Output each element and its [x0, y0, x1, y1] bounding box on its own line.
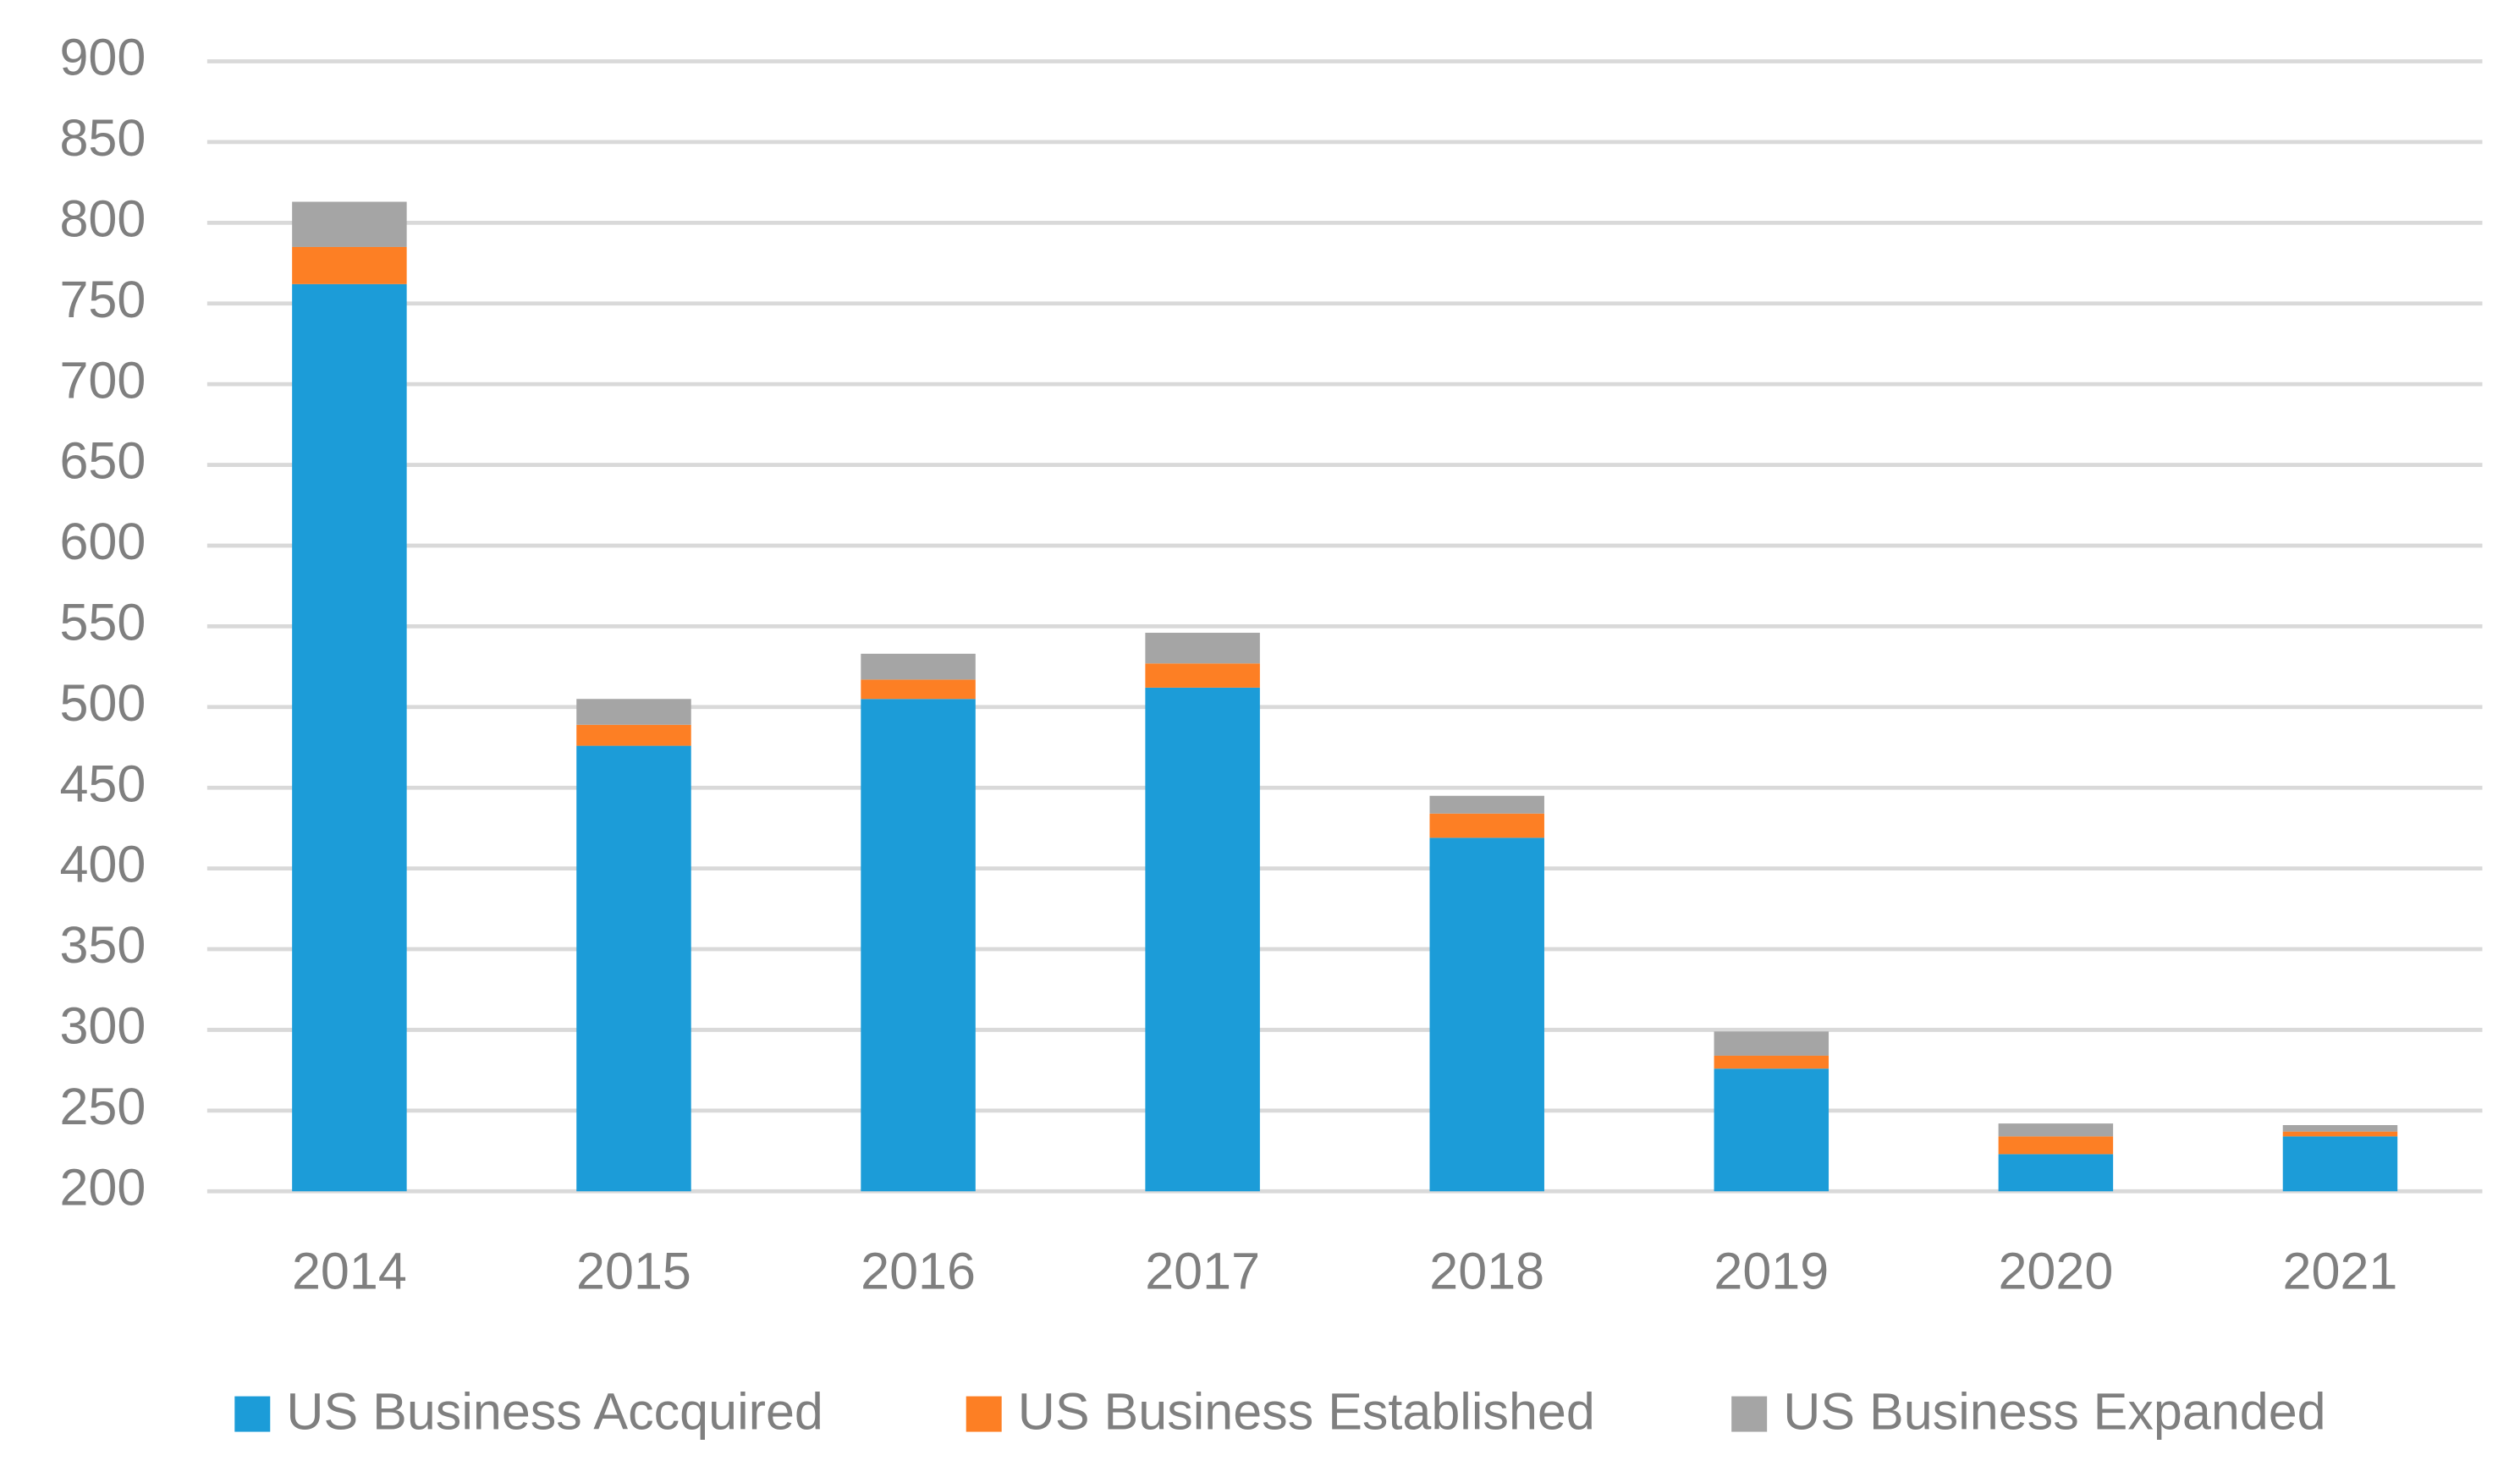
bar-segment: [292, 246, 407, 284]
bar-segment: [1998, 1123, 2114, 1137]
x-tick-label: 2019: [1714, 1243, 1829, 1300]
bar-segment: [1429, 837, 1544, 1192]
bar-segment: [1998, 1136, 2114, 1155]
legend-label: US Business Accquired: [286, 1383, 823, 1441]
bar-segment: [1145, 687, 1260, 1192]
y-tick-label: 600: [59, 513, 146, 570]
bar-segment: [861, 679, 976, 700]
bar-segment: [576, 745, 691, 1192]
x-tick-label: 2014: [292, 1243, 407, 1300]
bar-segment: [1714, 1055, 1829, 1069]
bar-segment: [1145, 663, 1260, 688]
bar-segment: [2282, 1136, 2398, 1192]
y-tick-label: 450: [59, 755, 146, 812]
x-tick-label: 2016: [861, 1243, 976, 1300]
legend-swatch: [1731, 1396, 1768, 1432]
bar-segment: [292, 201, 407, 247]
y-tick-label: 900: [59, 29, 146, 86]
bar-segment: [2282, 1131, 2398, 1137]
x-tick-label: 2015: [576, 1243, 691, 1300]
legend-swatch: [966, 1396, 1002, 1432]
y-tick-label: 700: [59, 351, 146, 409]
x-tick-label: 2021: [2283, 1243, 2398, 1300]
legend-label: US Business Established: [1018, 1383, 1595, 1441]
x-tick-label: 2020: [1998, 1243, 2113, 1300]
y-tick-label: 200: [59, 1158, 146, 1216]
y-tick-label: 350: [59, 916, 146, 974]
bar-segment: [861, 653, 976, 680]
x-tick-label: 2017: [1145, 1243, 1260, 1300]
bar-segment: [1429, 813, 1544, 838]
bar-segment: [1998, 1154, 2114, 1192]
bar-segment: [1714, 1068, 1829, 1192]
y-tick-label: 550: [59, 594, 146, 651]
y-tick-label: 500: [59, 674, 146, 732]
y-tick-label: 850: [59, 109, 146, 167]
bar-segment: [1429, 795, 1544, 814]
bar-segment: [576, 724, 691, 746]
bar-segment: [861, 699, 976, 1192]
legend-label: US Business Expanded: [1783, 1383, 2325, 1441]
bar-segment: [2282, 1125, 2398, 1132]
x-tick-label: 2018: [1429, 1243, 1544, 1300]
bar-segment: [1145, 633, 1260, 664]
y-tick-label: 650: [59, 432, 146, 490]
y-tick-label: 300: [59, 997, 146, 1055]
y-tick-label: 400: [59, 836, 146, 893]
y-tick-label: 250: [59, 1078, 146, 1135]
bar-segment: [576, 699, 691, 725]
legend-swatch: [234, 1396, 271, 1432]
y-tick-label: 750: [59, 271, 146, 328]
bar-segment: [1714, 1031, 1829, 1056]
y-tick-label: 800: [59, 189, 146, 247]
bar-segment: [292, 283, 407, 1192]
